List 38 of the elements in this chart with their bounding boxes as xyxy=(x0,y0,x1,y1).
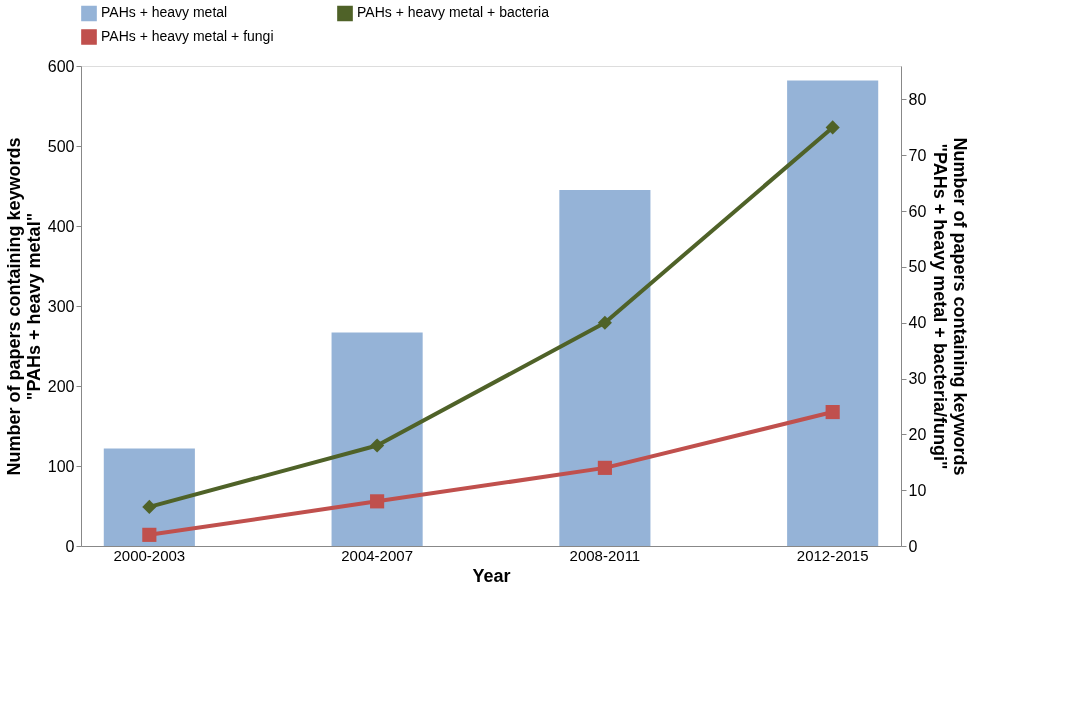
bar xyxy=(103,448,195,546)
y2-tick-label: 10 xyxy=(908,481,927,499)
point xyxy=(142,499,157,514)
bar xyxy=(331,332,423,546)
y2-tick-label: 0 xyxy=(908,537,918,555)
y2-tick-label: 30 xyxy=(908,370,927,388)
y-tick-label: 600 xyxy=(47,57,75,75)
point xyxy=(370,494,385,509)
y2-tick-label: 50 xyxy=(908,258,927,276)
y-tick-label: 0 xyxy=(65,537,75,555)
x-tick-label: 2000-2003 xyxy=(113,546,186,564)
point xyxy=(142,527,157,542)
point xyxy=(597,315,612,330)
point xyxy=(825,120,840,135)
point xyxy=(825,404,840,420)
point xyxy=(370,438,385,453)
y2-tick-label: 40 xyxy=(908,314,927,332)
y-tick-label: 500 xyxy=(47,137,75,155)
point xyxy=(597,460,612,475)
bar xyxy=(787,80,879,546)
bar xyxy=(559,190,651,546)
y2-tick-label: 80 xyxy=(908,90,927,108)
y2-tick-label: 60 xyxy=(908,202,927,220)
y2-tick-label: 70 xyxy=(908,146,927,164)
y2-tick-label: 20 xyxy=(908,425,927,443)
y-tick-label: 200 xyxy=(47,377,75,395)
x-tick-label: 2008-2011 xyxy=(569,546,641,564)
legend-label: PAHs + heavy metal + bacteria xyxy=(357,4,550,21)
y-tick-label: 400 xyxy=(47,217,75,235)
legend-label: PAHs + heavy metal + fungi xyxy=(101,28,274,44)
x-axis-title: Year xyxy=(472,565,511,586)
x-tick-label: 2012-2015 xyxy=(796,546,869,564)
y-axis-title: Number of papers containing keywords "PAHs + heavy metal" xyxy=(3,137,44,476)
y2-axis-title: Number of papers containing keywords "PAHs + heavy metal + bacteria/fungi" xyxy=(930,137,971,476)
legend-label: PAHs + heavy metal xyxy=(101,4,228,21)
y-tick-label: 300 xyxy=(47,297,75,315)
x-tick-label: 2004-2007 xyxy=(341,546,413,564)
y-tick-label: 100 xyxy=(47,457,75,475)
